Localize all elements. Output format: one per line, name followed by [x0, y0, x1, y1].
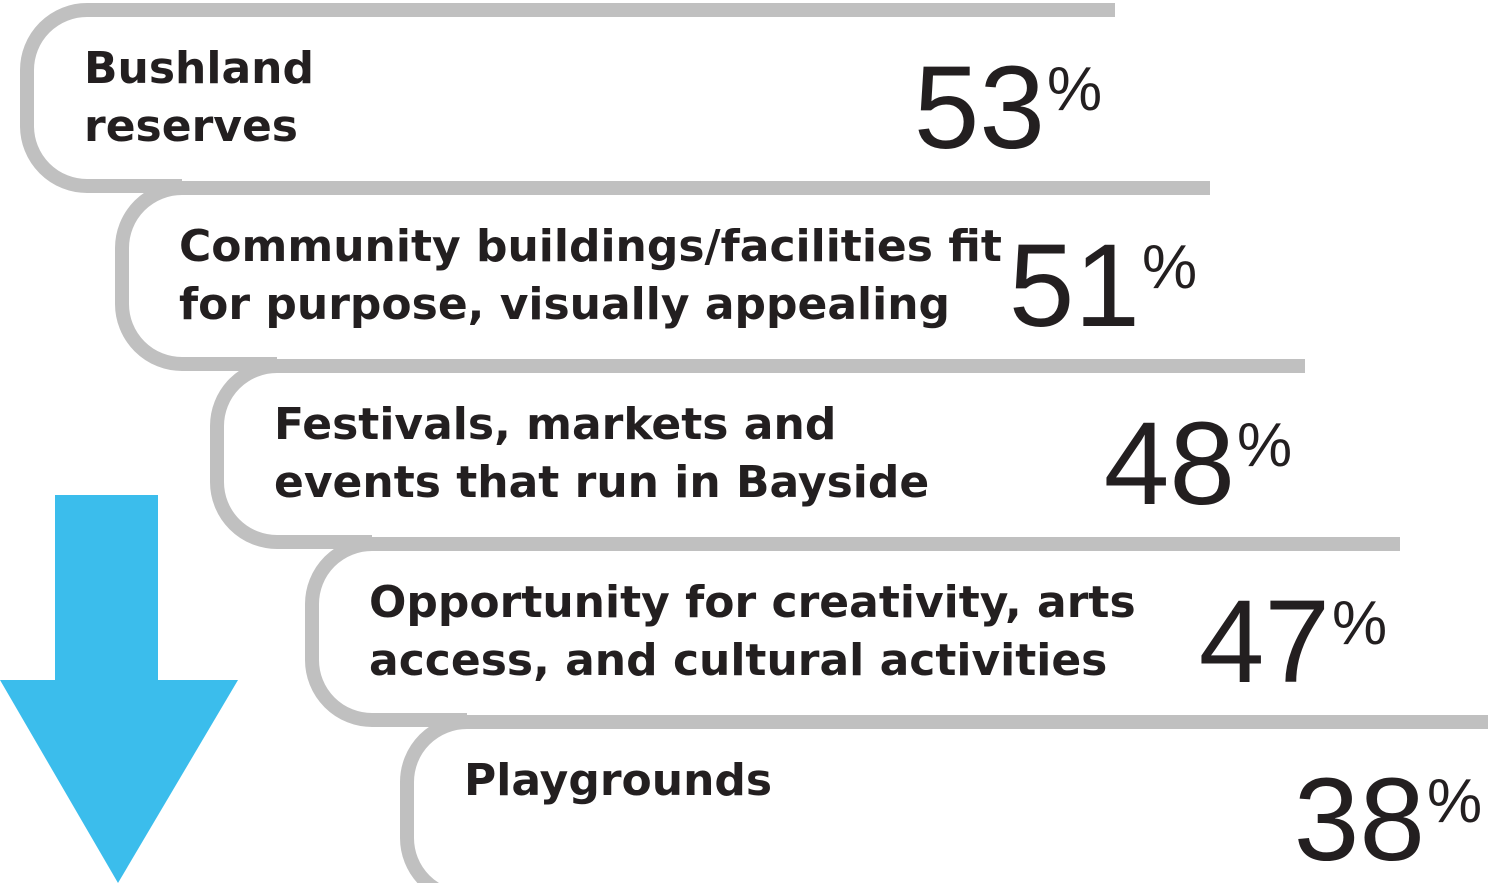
row: Bushland reserves 53% — [20, 2, 1115, 193]
down-arrow — [0, 495, 238, 883]
row-label: Community buildings/facilities fit — [179, 221, 1002, 272]
row-frame — [20, 2, 1115, 193]
row-label: access, and cultural activities — [369, 635, 1107, 686]
row-value: 38 — [1294, 754, 1425, 883]
row-label: Bushland — [84, 43, 314, 94]
row-label: for purpose, visually appealing — [179, 279, 950, 330]
row: Playgrounds 38% — [400, 715, 1488, 883]
row-label: events that run in Bayside — [274, 457, 929, 508]
value: 51 — [1009, 220, 1140, 352]
row-frame — [305, 537, 1400, 727]
value: 48 — [1104, 398, 1235, 530]
row: Festivals, markets and events that run in… — [210, 359, 1305, 549]
value: 47 — [1199, 576, 1330, 708]
row-label: Playgrounds — [464, 755, 772, 806]
row-value: 51 — [1009, 220, 1140, 352]
row-frame — [210, 359, 1305, 549]
row-frame — [400, 715, 1488, 883]
row-label: reserves — [84, 101, 298, 152]
row-label: Opportunity for creativity, arts — [369, 577, 1136, 628]
row-unit: % — [1427, 767, 1482, 836]
value: 53 — [914, 42, 1045, 174]
row-value: 47 — [1199, 576, 1330, 708]
row-frame — [115, 181, 1210, 371]
row-unit: % — [1142, 233, 1197, 302]
row-value: 53 — [914, 42, 1045, 174]
row-label: Festivals, markets and — [274, 399, 836, 450]
row-unit: % — [1237, 411, 1292, 480]
value: 38 — [1294, 754, 1425, 883]
row-unit: % — [1047, 55, 1102, 124]
row-value: 48 — [1104, 398, 1235, 530]
row-unit: % — [1332, 589, 1387, 658]
row: Opportunity for creativity, arts access, … — [305, 537, 1400, 727]
row: Community buildings/facilities fit for pu… — [115, 181, 1210, 371]
